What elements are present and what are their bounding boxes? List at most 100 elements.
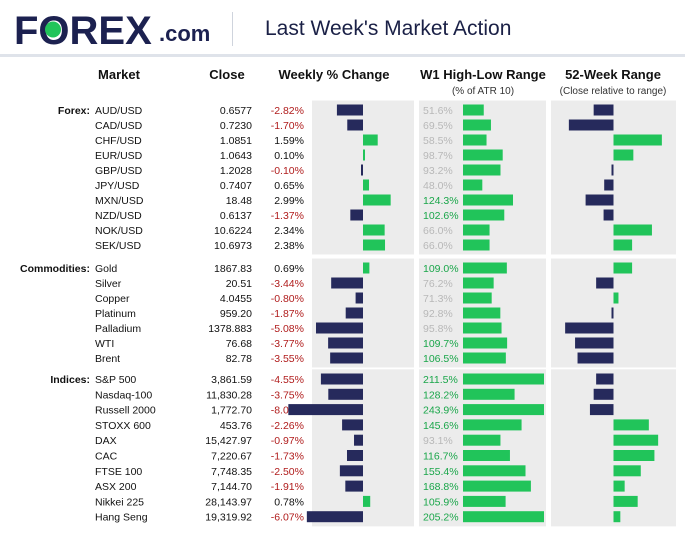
w1-range-label: 128.2%	[423, 389, 459, 401]
table-row: NZD/USD 0.6137 -1.37% 102.6%	[95, 209, 614, 222]
market-name: DAX	[95, 435, 117, 447]
market-name: NZD/USD	[95, 210, 142, 222]
weekly-change-bar	[350, 209, 363, 221]
weekly-change-label: -3.77%	[271, 338, 304, 350]
w1-range-label: 92.8%	[423, 308, 453, 320]
close-value: 28,143.97	[205, 496, 252, 508]
close-value: 0.6137	[220, 210, 252, 222]
w52-range-bar	[613, 292, 619, 304]
weekly-change-bar	[354, 434, 363, 446]
weekly-change-label: -5.08%	[271, 323, 304, 335]
w1-range-label: 98.7%	[423, 150, 453, 162]
group-label: Commodities:	[20, 263, 90, 275]
close-value: 1,772.70	[211, 405, 252, 417]
weekly-change-bar	[363, 134, 378, 146]
weekly-change-label: -3.75%	[271, 389, 304, 401]
w1-range-label: 95.8%	[423, 323, 453, 335]
w52-range-bar	[613, 134, 662, 146]
weekly-change-bar	[320, 373, 363, 385]
w1-range-label: 102.6%	[423, 210, 459, 222]
w52-range-bar	[613, 495, 638, 507]
weekly-change-label: -4.55%	[271, 374, 304, 386]
w1-range-bar	[463, 373, 544, 385]
table-row: Gold 1867.83 0.69% 109.0%	[95, 262, 633, 275]
table-row: Brent 82.78 -3.55% 106.5%	[95, 352, 614, 365]
weekly-change-bar	[355, 292, 363, 304]
weekly-change-label: -1.87%	[271, 308, 304, 320]
w1-range-bar	[463, 495, 506, 507]
table-row: FTSE 100 7,748.35 -2.50% 155.4%	[95, 465, 641, 478]
weekly-change-bar	[363, 224, 385, 236]
w52-range-bar	[613, 262, 633, 274]
w1-range-label: 211.5%	[423, 374, 458, 386]
w1-range-label: 93.1%	[423, 435, 453, 447]
w1-range-bar	[463, 322, 502, 334]
weekly-change-label: 0.78%	[274, 496, 304, 508]
w1-range-label: 105.9%	[423, 496, 459, 508]
table-row: Palladium 1378.883 -5.08% 95.8%	[95, 322, 614, 335]
weekly-change-bar	[361, 164, 363, 176]
w1-range-bar	[463, 149, 503, 161]
w1-range-bar	[463, 134, 487, 146]
table-row: Russell 2000 1,772.70 -8.07% 243.9%	[95, 404, 614, 417]
forex-logo[interactable]: FOREX .com	[14, 6, 229, 52]
close-value: 76.68	[226, 338, 252, 350]
market-name: Palladium	[95, 323, 141, 335]
close-value: 7,144.70	[211, 481, 252, 493]
market-name: GBP/USD	[95, 165, 143, 177]
w1-range-bar	[463, 337, 508, 349]
weekly-change-label: -1.37%	[271, 210, 304, 222]
market-name: Russell 2000	[95, 405, 156, 417]
w1-range-label: 109.0%	[423, 263, 459, 275]
weekly-change-label: 1.59%	[274, 135, 304, 147]
market-name: STOXX 600	[95, 420, 151, 432]
close-value: 0.6577	[220, 105, 252, 117]
w1-range-label: 51.6%	[423, 105, 453, 117]
market-name: ASX 200	[95, 481, 137, 493]
w1-range-bar	[463, 465, 526, 477]
table-row: EUR/USD 1.0643 0.10% 98.7%	[95, 149, 634, 162]
market-name: Copper	[95, 293, 130, 305]
weekly-change-bar	[331, 277, 363, 289]
weekly-change-bar	[336, 104, 363, 116]
table-row: Nikkei 225 28,143.97 0.78% 105.9%	[95, 495, 638, 508]
weekly-change-bar	[328, 337, 363, 349]
market-name: Hang Seng	[95, 512, 148, 524]
w1-range-bar	[463, 388, 515, 400]
table-row: AUD/USD 0.6577 -2.82% 51.6%	[95, 104, 614, 117]
weekly-change-bar	[363, 194, 391, 206]
market-name: Nasdaq-100	[95, 389, 152, 401]
weekly-change-bar	[306, 511, 363, 523]
table-row: MXN/USD 18.48 2.99% 124.3%	[95, 194, 614, 207]
table-row: Platinum 959.20 -1.87% 92.8%	[95, 307, 614, 320]
logo-text: FOREX	[14, 9, 152, 52]
w1-range-bar	[463, 292, 492, 304]
close-value: 0.7230	[220, 120, 252, 132]
market-name: Brent	[95, 353, 120, 365]
weekly-change-label: 0.65%	[274, 180, 304, 192]
close-value: 0.7407	[220, 180, 252, 192]
market-name: AUD/USD	[95, 105, 143, 117]
close-value: 453.76	[220, 420, 252, 432]
w1-range-bar	[463, 480, 531, 492]
close-value: 10.6224	[214, 225, 252, 237]
w52-range-bar	[575, 337, 614, 349]
header-weekly: Weekly % Change	[278, 67, 389, 82]
weekly-change-bar	[363, 179, 370, 191]
column-headers: Market Close Weekly % Change W1 High-Low…	[98, 67, 666, 97]
weekly-change-label: -3.44%	[271, 278, 304, 290]
table-row: DAX 15,427.97 -0.97% 93.1%	[95, 434, 659, 447]
w1-range-bar	[463, 179, 483, 191]
w1-range-bar	[463, 164, 501, 176]
header-underline	[0, 54, 685, 57]
w1-range-bar	[463, 277, 494, 289]
table-row: STOXX 600 453.76 -2.26% 145.6%	[95, 419, 649, 432]
weekly-change-label: 2.34%	[274, 225, 304, 237]
header-market: Market	[98, 67, 141, 82]
w1-range-bar	[463, 434, 501, 446]
close-value: 20.51	[226, 278, 252, 290]
weekly-change-bar	[363, 149, 365, 161]
table-row: JPY/USD 0.7407 0.65% 48.0%	[95, 179, 614, 192]
table-row: Hang Seng 19,319.92 -6.07% 205.2%	[95, 511, 621, 524]
